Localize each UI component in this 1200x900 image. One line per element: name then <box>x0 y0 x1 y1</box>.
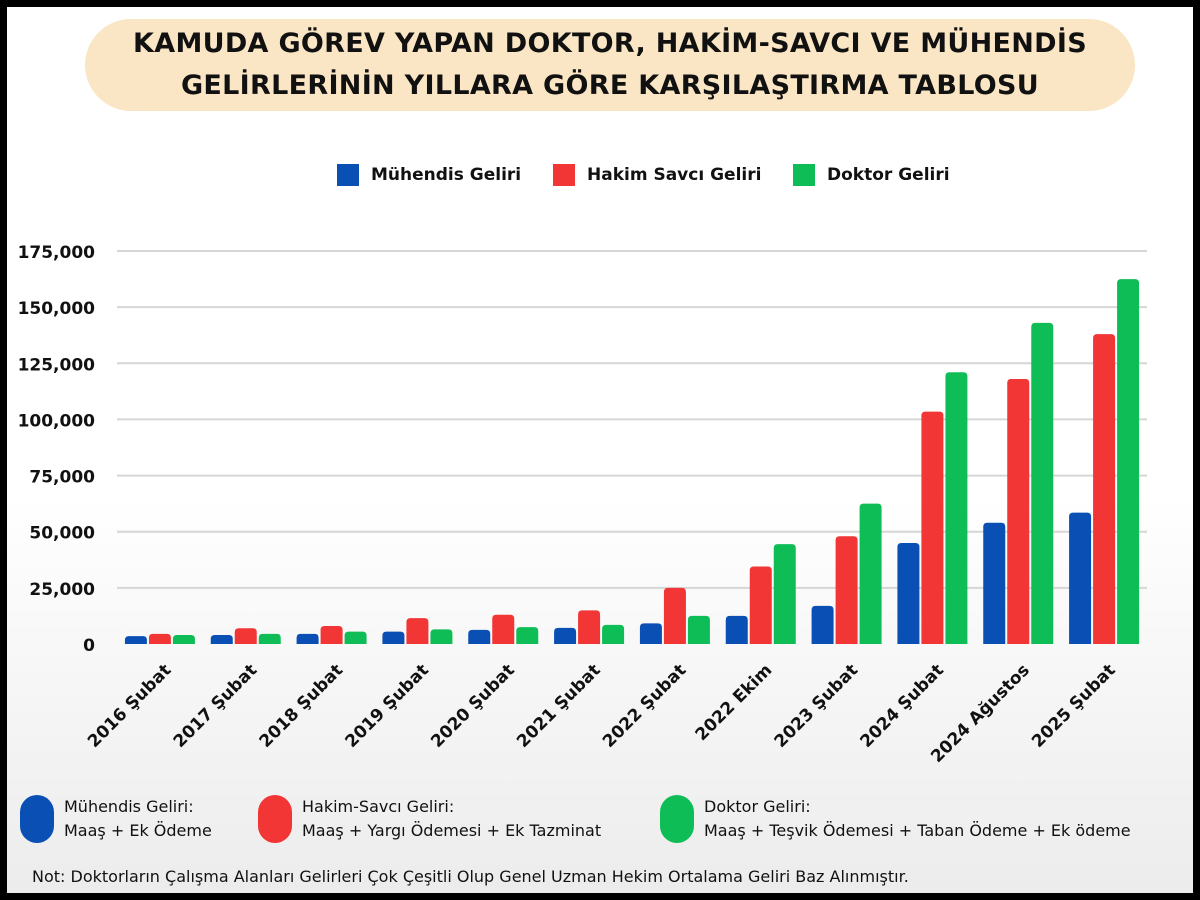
x-tick-label: 2022 Şubat <box>599 660 690 751</box>
x-tick-label: 2025 Şubat <box>1028 660 1119 751</box>
legend-item-judge: Hakim Savcı Geliri <box>553 162 761 188</box>
note-judge-text: Hakim-Savcı Geliri: Maaş + Yargı Ödemesi… <box>302 795 601 843</box>
bar-judge <box>835 536 858 644</box>
chart-title: KAMUDA GÖREV YAPAN DOKTOR, HAKİM-SAVCI V… <box>120 23 1100 107</box>
y-tick-label: 100,000 <box>18 411 96 431</box>
title-banner: KAMUDA GÖREV YAPAN DOKTOR, HAKİM-SAVCI V… <box>85 19 1135 111</box>
note-engineer-marker <box>20 795 54 843</box>
bar-judge <box>492 614 515 644</box>
note-judge-formula: Maaş + Yargı Ödemesi + Ek Tazminat <box>302 821 602 840</box>
legend-item-engineer: Mühendis Geliri <box>337 162 521 188</box>
bar-judge <box>234 628 257 644</box>
bar-doctor <box>602 624 625 644</box>
bar-judge <box>921 411 944 644</box>
bar-doctor <box>859 503 882 644</box>
note-doctor-formula: Maaş + Teşvik Ödemesi + Taban Ödeme + Ek… <box>704 821 1131 840</box>
bar-judge <box>320 626 343 644</box>
chart-legend: Mühendis Geliri Hakim Savcı Geliri Dokto… <box>7 162 1193 188</box>
bar-engineer <box>296 633 319 644</box>
y-tick-label: 150,000 <box>18 299 96 319</box>
note-doctor-marker <box>660 795 694 843</box>
bar-doctor <box>172 635 195 644</box>
bar-doctor <box>773 544 796 644</box>
bar-judge <box>148 633 171 644</box>
legend-swatch-engineer <box>337 164 359 186</box>
note-doctor-text: Doktor Geliri: Maaş + Teşvik Ödemesi + T… <box>704 795 1131 843</box>
bar-judge <box>1007 379 1030 644</box>
chart-title-line-1: KAMUDA GÖREV YAPAN DOKTOR, HAKİM-SAVCI V… <box>133 28 1087 59</box>
bar-engineer <box>897 542 920 644</box>
bar-chart: 175,000 150,000 125,000 100,000 75,000 50,000… <box>18 243 1147 767</box>
x-tick-label: 2019 Şubat <box>341 660 432 751</box>
note-judge-marker <box>258 795 292 843</box>
bar-engineer <box>1069 512 1092 644</box>
legend-swatch-judge <box>553 164 575 186</box>
x-tick-label: 2021 Şubat <box>513 660 604 751</box>
footnote: Not: Doktorların Çalışma Alanları Gelirl… <box>32 867 909 886</box>
bar-judge <box>578 610 601 644</box>
bar-engineer <box>554 627 577 644</box>
note-doctor-title: Doktor Geliri: <box>704 797 811 816</box>
note-engineer-title: Mühendis Geliri: <box>64 797 194 816</box>
bar-engineer <box>725 615 748 644</box>
bar-judge <box>663 587 686 644</box>
income-notes: Mühendis Geliri: Maaş + Ek Ödeme Hakim-S… <box>7 793 1193 849</box>
legend-label-doctor: Doktor Geliri <box>827 165 950 185</box>
bar-judge <box>1093 334 1116 644</box>
note-engineer-formula: Maaş + Ek Ödeme <box>64 821 212 840</box>
chart-title-line-2: GELİRLERİNİN YILLARA GÖRE KARŞILAŞTIRMA … <box>180 70 1040 101</box>
bar-doctor <box>1031 322 1054 644</box>
legend-item-doctor: Doktor Geliri <box>793 162 950 188</box>
x-tick-label: 2018 Şubat <box>256 660 347 751</box>
bar-engineer <box>811 605 834 644</box>
x-tick-label: 2020 Şubat <box>427 660 518 751</box>
legend-label-engineer: Mühendis Geliri <box>371 165 522 185</box>
bar-doctor <box>344 631 367 644</box>
bar-judge <box>406 618 429 644</box>
y-tick-label: 75,000 <box>29 468 95 488</box>
x-tick-label: 2023 Şubat <box>771 660 862 751</box>
x-tick-label: 2022 Ekim <box>692 660 777 745</box>
x-tick-label: 2016 Şubat <box>84 660 175 751</box>
bar-engineer <box>382 631 405 644</box>
bar-engineer <box>124 636 147 644</box>
bar-engineer <box>468 629 491 644</box>
bar-engineer <box>210 635 233 644</box>
y-tick-label: 0 <box>83 636 95 656</box>
y-tick-label: 175,000 <box>18 243 96 263</box>
bar-doctor <box>258 633 281 644</box>
bar-doctor <box>687 615 710 644</box>
y-tick-label: 50,000 <box>29 524 95 544</box>
x-tick-label: 2017 Şubat <box>170 660 261 751</box>
bar-engineer <box>983 522 1006 644</box>
y-tick-label: 125,000 <box>18 355 96 375</box>
legend-swatch-doctor <box>793 164 815 186</box>
bar-doctor <box>1117 279 1140 644</box>
note-judge-title: Hakim-Savcı Geliri: <box>302 797 455 816</box>
note-engineer-text: Mühendis Geliri: Maaş + Ek Ödeme <box>64 795 212 843</box>
bar-doctor <box>516 627 539 644</box>
bar-doctor <box>430 629 453 644</box>
x-tick-label: 2024 Şubat <box>856 660 947 751</box>
bar-engineer <box>639 623 662 644</box>
legend-label-judge: Hakim Savcı Geliri <box>587 165 762 185</box>
bar-judge <box>749 566 772 644</box>
y-tick-label: 25,000 <box>29 580 95 600</box>
bar-doctor <box>945 372 968 644</box>
